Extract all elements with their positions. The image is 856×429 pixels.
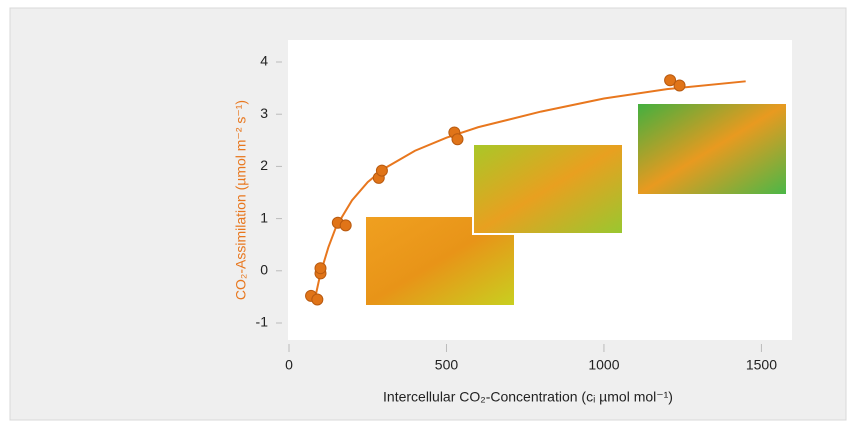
y-tick-label: -1	[256, 314, 269, 330]
data-point	[375, 164, 388, 177]
y-tick-label: 2	[260, 157, 268, 173]
x-tick-label: 1500	[746, 357, 777, 373]
y-axis-label: CO₂-Assimilation (µmol m⁻² s⁻¹)	[233, 100, 249, 300]
x-tick-label: 0	[285, 357, 293, 373]
data-point	[451, 133, 464, 146]
x-axis-label: Intercellular CO₂-Concentration (cᵢ µmol…	[383, 389, 673, 405]
data-point	[673, 79, 686, 92]
y-tick-label: 3	[260, 105, 268, 121]
x-tick-label: 1000	[588, 357, 619, 373]
y-tick-label: 1	[260, 209, 268, 225]
y-tick-label: 4	[260, 53, 268, 69]
data-point	[339, 219, 352, 232]
fit-curve	[313, 80, 746, 303]
y-tick-label: 0	[260, 262, 268, 278]
leaf-image	[472, 143, 624, 235]
data-point	[664, 74, 677, 87]
x-tick-label: 500	[435, 357, 459, 373]
data-point	[311, 293, 324, 306]
data-point	[314, 262, 327, 275]
leaf-image	[636, 102, 788, 196]
